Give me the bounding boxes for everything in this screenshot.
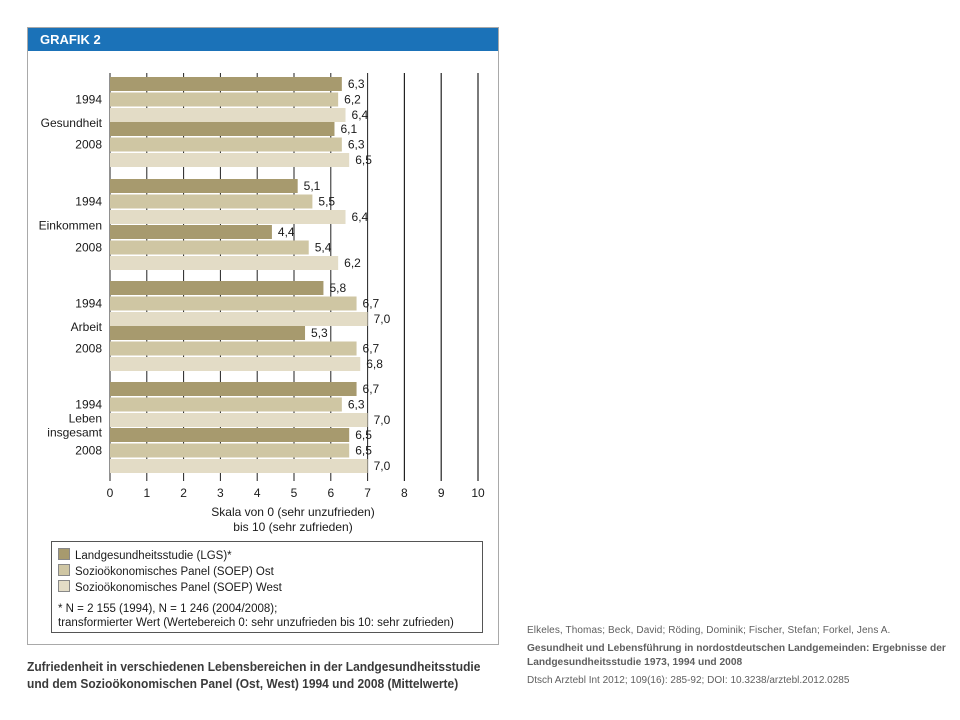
bar-value-label: 6,8 (366, 357, 383, 371)
legend-item-soep-ost: Sozioökonomisches Panel (SOEP) Ost (58, 564, 274, 578)
bar-2-1-2 (110, 357, 361, 371)
x-tick-label: 0 (107, 486, 114, 500)
bar-0-0-2 (110, 108, 346, 122)
footnote-line-1: * N = 2 155 (1994), N = 1 246 (2004/2008… (58, 603, 278, 615)
x-tick-label: 3 (217, 486, 224, 500)
bar-2-1-1 (110, 341, 357, 356)
x-tick-label: 7 (364, 486, 371, 500)
x-tick-label: 2 (180, 486, 187, 500)
figure-caption: Zufriedenheit in verschiedenen Lebensber… (27, 660, 481, 691)
legend-label-soep-ost: Sozioökonomisches Panel (SOEP) Ost (75, 566, 274, 578)
bar-3-1-1 (110, 443, 350, 458)
bar-value-label: 6,7 (363, 342, 380, 356)
bar-value-label: 6,7 (363, 382, 380, 396)
bar-value-label: 6,5 (355, 153, 372, 167)
bar-value-label: 5,8 (329, 281, 346, 295)
bar-value-label: 5,1 (304, 179, 321, 193)
bar-0-1-0 (110, 122, 335, 136)
year-label: 2008 (75, 241, 102, 255)
x-axis-title-line-2: bis 10 (sehr zufrieden) (233, 520, 352, 534)
bar-1-0-1 (110, 194, 313, 209)
source-citation-block: Elkeles, Thomas; Beck, David; Röding, Do… (527, 623, 952, 689)
bar-value-label: 6,3 (348, 398, 365, 412)
bar-value-label: 6,4 (352, 108, 369, 122)
x-tick-label: 5 (291, 486, 298, 500)
x-axis-title-line-1: Skala von 0 (sehr unzufrieden) (211, 505, 374, 519)
bar-value-label: 5,5 (318, 195, 335, 209)
bar-3-1-0 (110, 428, 350, 442)
year-label: 2008 (75, 444, 102, 458)
bar-value-label: 6,5 (355, 428, 372, 442)
bar-value-label: 6,4 (352, 210, 369, 224)
source-authors: Elkeles, Thomas; Beck, David; Röding, Do… (527, 625, 891, 636)
bar-3-1-2 (110, 459, 368, 473)
x-tick-label: 1 (143, 486, 150, 500)
bar-value-label: 7,0 (374, 312, 391, 326)
bar-value-label: 4,4 (278, 225, 295, 239)
bar-0-0-0 (110, 77, 342, 91)
bar-2-0-1 (110, 296, 357, 311)
figure-title: GRAFIK 2 (40, 32, 101, 47)
chart-figure: GRAFIK 2 6,3 6,2 6,4 1994 6,1 6,3 6,5 2008 Gesun… (27, 27, 499, 645)
source-title: Gesundheit und Lebensführung in nordostd… (527, 643, 946, 668)
bar-3-0-2 (110, 413, 368, 427)
x-tick-label: 9 (438, 486, 445, 500)
bar-2-0-2 (110, 312, 368, 326)
legend-swatch-lgs (58, 548, 70, 560)
legend-label-lgs: Landgesundheitsstudie (LGS)* (75, 550, 232, 562)
category-label: Gesundheit (41, 116, 103, 130)
category-label: Einkommen (39, 218, 102, 232)
bar-value-label: 6,5 (355, 444, 372, 458)
bar-value-label: 6,2 (344, 93, 361, 107)
x-tick-label: 4 (254, 486, 261, 500)
category-label: insgesamt (47, 425, 102, 439)
year-label: 1994 (75, 93, 102, 107)
year-label: 2008 (75, 342, 102, 356)
bar-value-label: 5,3 (311, 326, 328, 340)
bar-3-0-1 (110, 397, 342, 412)
category-label: Arbeit (71, 320, 103, 334)
legend-label-soep-west: Sozioökonomisches Panel (SOEP) West (75, 582, 282, 594)
bar-1-1-1 (110, 240, 309, 255)
bar-2-1-0 (110, 326, 306, 340)
year-label: 1994 (75, 297, 102, 311)
bar-2-0-0 (110, 281, 324, 295)
legend-swatch-soep-ost (58, 564, 70, 576)
x-tick-label: 10 (471, 486, 485, 500)
bar-0-1-2 (110, 153, 350, 167)
bar-value-label: 6,2 (344, 256, 361, 270)
bar-1-1-2 (110, 256, 339, 270)
figure-header: GRAFIK 2 (28, 28, 498, 51)
bar-1-0-0 (110, 179, 298, 193)
legend: Landgesundheitsstudie (LGS)* Sozioökonom… (51, 541, 483, 633)
category-label: Leben (69, 411, 102, 425)
footnote: * N = 2 155 (1994), N = 1 246 (2004/2008… (58, 602, 478, 630)
bar-value-label: 6,7 (363, 297, 380, 311)
bar-0-0-1 (110, 92, 339, 107)
legend-item-soep-west: Sozioökonomisches Panel (SOEP) West (58, 580, 282, 594)
bar-value-label: 7,0 (374, 459, 391, 473)
bar-1-1-0 (110, 225, 272, 239)
year-label: 2008 (75, 138, 102, 152)
bar-1-0-2 (110, 210, 346, 224)
x-tick-label: 6 (327, 486, 334, 500)
bar-0-1-1 (110, 137, 342, 152)
bar-chart: 6,36,26,419946,16,36,52008Gesundheit5,15… (39, 73, 485, 534)
x-tick-label: 8 (401, 486, 408, 500)
year-label: 1994 (75, 398, 102, 412)
year-label: 1994 (75, 195, 102, 209)
legend-item-lgs: Landgesundheitsstudie (LGS)* (58, 548, 232, 562)
footnote-line-2: transformierter Wert (Wertebereich 0: se… (58, 617, 454, 629)
bar-value-label: 7,0 (374, 413, 391, 427)
source-citation: Dtsch Arztebl Int 2012; 109(16): 285-92;… (527, 675, 850, 686)
legend-swatch-soep-west (58, 580, 70, 592)
bar-value-label: 6,1 (340, 122, 357, 136)
bar-3-0-0 (110, 382, 357, 396)
bar-value-label: 5,4 (315, 241, 332, 255)
bar-value-label: 6,3 (348, 138, 365, 152)
bar-value-label: 6,3 (348, 77, 365, 91)
